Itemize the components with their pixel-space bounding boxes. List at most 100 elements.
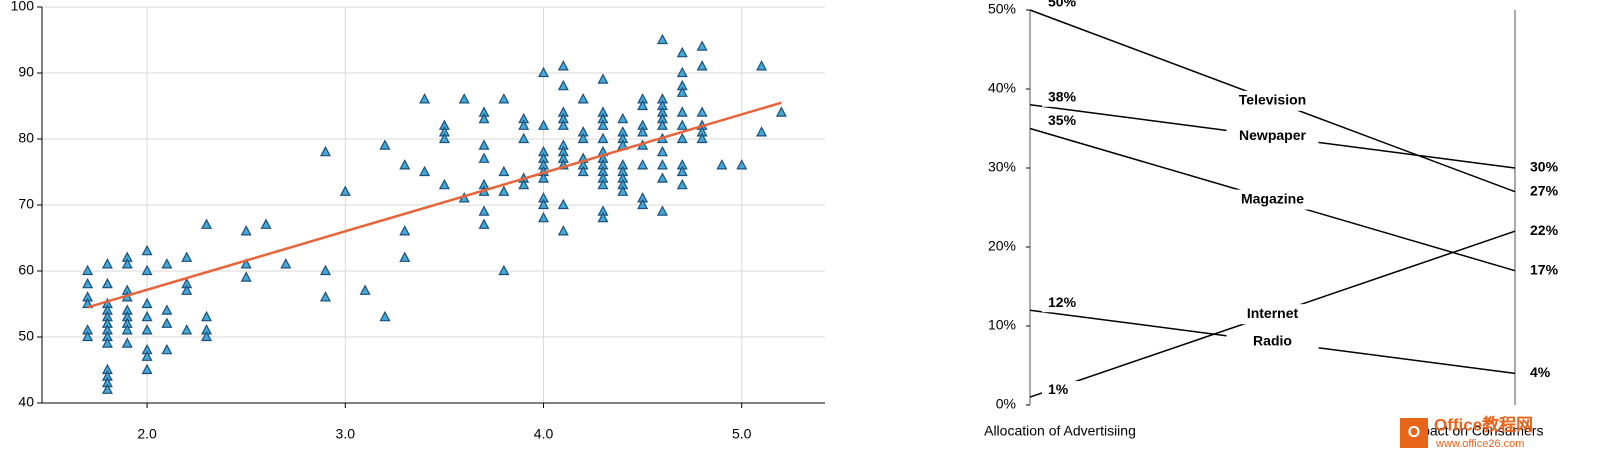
point bbox=[101, 277, 113, 289]
value-label: 35% bbox=[1048, 112, 1077, 128]
point bbox=[121, 324, 133, 335]
point bbox=[240, 258, 252, 269]
point bbox=[319, 145, 331, 157]
point bbox=[676, 46, 688, 58]
point bbox=[201, 330, 213, 342]
point bbox=[538, 172, 550, 183]
point bbox=[518, 178, 530, 190]
point bbox=[538, 198, 550, 210]
point bbox=[82, 264, 94, 276]
label-bg bbox=[1226, 189, 1319, 210]
point bbox=[121, 258, 133, 269]
label-bg bbox=[1226, 126, 1319, 147]
point bbox=[319, 264, 331, 276]
point bbox=[676, 106, 688, 117]
y-tick-label: 60 bbox=[18, 262, 34, 278]
x-tick-label: 5.0 bbox=[732, 426, 752, 442]
point bbox=[141, 324, 153, 335]
y-tick-label: 30% bbox=[988, 159, 1016, 175]
point bbox=[656, 119, 668, 130]
label-bg bbox=[1042, 0, 1082, 12]
point bbox=[399, 251, 411, 262]
point bbox=[201, 310, 213, 322]
point bbox=[656, 159, 668, 170]
point bbox=[260, 218, 272, 229]
point bbox=[597, 178, 609, 190]
logo-letter: O bbox=[1408, 424, 1420, 441]
y-tick-label: 20% bbox=[988, 238, 1016, 254]
point bbox=[419, 165, 431, 177]
point bbox=[141, 264, 153, 276]
point bbox=[141, 350, 153, 361]
point bbox=[557, 119, 569, 130]
point bbox=[82, 277, 94, 289]
point bbox=[656, 33, 668, 45]
point bbox=[240, 271, 252, 282]
point bbox=[181, 251, 193, 262]
point bbox=[141, 363, 153, 375]
point bbox=[181, 284, 193, 295]
point bbox=[478, 139, 490, 150]
trend-line bbox=[87, 101, 782, 309]
watermark-title: Office教程网 bbox=[1434, 414, 1533, 434]
point bbox=[498, 185, 510, 196]
point bbox=[637, 198, 649, 210]
point bbox=[538, 66, 550, 78]
value-label: 38% bbox=[1048, 89, 1077, 105]
y-tick-label: 70 bbox=[18, 196, 34, 212]
point bbox=[379, 139, 391, 150]
label-bg bbox=[1042, 294, 1082, 313]
point bbox=[597, 211, 609, 223]
series-label: Television bbox=[1239, 92, 1306, 108]
y-tick-label: 80 bbox=[18, 130, 34, 146]
point bbox=[161, 304, 173, 315]
value-label: 50% bbox=[1048, 0, 1077, 10]
point bbox=[478, 112, 490, 124]
x-tick-label: 4.0 bbox=[534, 426, 554, 442]
point bbox=[637, 126, 649, 137]
y-tick-label: 100 bbox=[11, 0, 35, 14]
x-tick-label: 3.0 bbox=[336, 426, 356, 442]
point bbox=[141, 244, 153, 256]
point bbox=[498, 264, 510, 276]
point bbox=[498, 93, 510, 104]
series-label: Magazine bbox=[1241, 190, 1304, 206]
label-bg bbox=[1042, 381, 1082, 400]
point bbox=[637, 99, 649, 111]
series-label: Newpaper bbox=[1239, 127, 1306, 143]
point bbox=[696, 132, 708, 144]
point bbox=[478, 152, 490, 163]
point bbox=[438, 178, 450, 190]
y-tick-label: 90 bbox=[18, 64, 34, 80]
point bbox=[597, 119, 609, 130]
point bbox=[775, 106, 787, 117]
point bbox=[656, 205, 668, 216]
point bbox=[756, 60, 768, 71]
label-bg bbox=[1226, 304, 1319, 325]
value-label: 30% bbox=[1530, 159, 1559, 175]
point bbox=[438, 132, 450, 144]
point bbox=[181, 324, 193, 335]
series-label: Radio bbox=[1253, 333, 1292, 349]
y-tick-label: 10% bbox=[988, 317, 1016, 333]
x-tick-label: 2.0 bbox=[137, 426, 157, 442]
label-bg bbox=[1226, 331, 1319, 352]
point bbox=[538, 119, 550, 130]
point bbox=[82, 330, 94, 342]
watermark-url: www.office26.com bbox=[1435, 438, 1524, 450]
point bbox=[656, 172, 668, 183]
point bbox=[458, 93, 470, 104]
value-label: 12% bbox=[1048, 294, 1077, 310]
point bbox=[557, 198, 569, 210]
category-label: Allocation of Advertisiing bbox=[984, 423, 1136, 439]
point bbox=[518, 132, 530, 144]
point bbox=[676, 119, 688, 130]
point bbox=[518, 119, 530, 130]
point bbox=[656, 145, 668, 157]
point bbox=[577, 165, 589, 177]
point bbox=[597, 132, 609, 144]
value-label: 27% bbox=[1530, 182, 1559, 198]
point bbox=[419, 93, 431, 104]
point bbox=[538, 211, 550, 223]
